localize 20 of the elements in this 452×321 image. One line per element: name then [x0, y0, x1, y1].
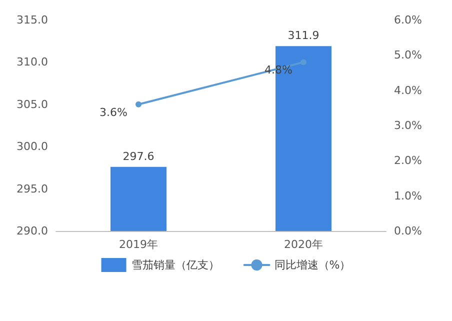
y2-tick-label: 3.0%: [394, 119, 422, 132]
y2-tick-label: 1.0%: [394, 189, 422, 202]
y2-tick-label: 0.0%: [394, 224, 422, 238]
x-tick-label: 2019年: [119, 238, 158, 251]
y2-tick-label: 2.0%: [394, 154, 422, 168]
y2-tick-label: 4.0%: [394, 84, 422, 97]
y-tick-label: 310.0: [16, 56, 48, 69]
data-label: 3.6%: [100, 106, 128, 119]
legend-label: 同比增速（%）: [274, 258, 351, 272]
y2-tick-label: 6.0%: [394, 14, 422, 26]
y-tick-label: 290.0: [16, 224, 48, 238]
y2-tick-label: 5.0%: [394, 48, 422, 62]
y-tick-label: 300.0: [16, 140, 48, 154]
data-label: 311.9: [288, 29, 320, 42]
y-tick-label: 315.0: [16, 14, 48, 26]
y-tick-label: 295.0: [16, 182, 48, 196]
data-label: 297.6: [122, 150, 154, 163]
y-tick-label: 305.0: [16, 98, 48, 111]
x-tick-label: 2020年: [284, 238, 323, 251]
legend-label: 雪茄销量（亿支）: [131, 258, 220, 272]
